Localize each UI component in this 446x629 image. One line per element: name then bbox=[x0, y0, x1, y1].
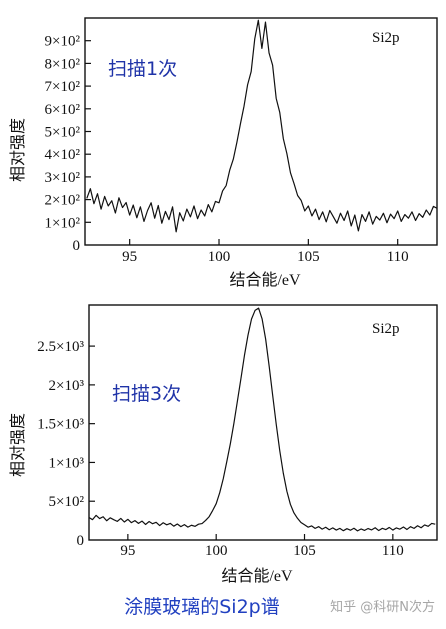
x-tick-label: 95 bbox=[120, 543, 135, 559]
y-tick-label: 0 bbox=[77, 533, 85, 549]
y-tick-label: 0 bbox=[73, 238, 81, 254]
plot-frame bbox=[88, 304, 438, 541]
y-tick-label: 2.5×10³ bbox=[37, 339, 84, 355]
y-axis-label: 相对强度 bbox=[9, 118, 27, 182]
watermark: 知乎 @科研N次方 bbox=[330, 599, 435, 615]
x-tick-label: 110 bbox=[387, 249, 409, 265]
scan-count-annotation: 扫描1次 bbox=[108, 58, 177, 80]
x-tick-label: 110 bbox=[382, 543, 404, 559]
y-tick-label: 9×10² bbox=[45, 34, 81, 50]
spectrum-line bbox=[88, 307, 436, 532]
x-tick-label: 105 bbox=[293, 543, 316, 559]
chart-scan-3: 0 5×10² 1×10³ 1.5×10³ 2×10³ 2.5×10³ 95 100 105 11… bbox=[9, 304, 438, 585]
figure-caption: 涂膜玻璃的Si2p谱 bbox=[124, 596, 280, 618]
y-tick-label: 5×10² bbox=[45, 125, 81, 141]
y-tick-label: 1.5×10³ bbox=[37, 417, 84, 433]
y-tick-label: 5×10² bbox=[49, 494, 85, 510]
chart-scan-1-marks: 0 1×10² 2×10² 3×10² 4×10² 5×10² 6×10² 7×10² 8×10… bbox=[45, 17, 438, 265]
y-tick-label: 1×10³ bbox=[49, 455, 85, 471]
y-tick-label: 2×10³ bbox=[49, 378, 85, 394]
spectrum-line bbox=[86, 19, 438, 233]
x-tick-label: 100 bbox=[208, 249, 231, 265]
x-axis-label: 结合能/eV bbox=[221, 567, 293, 585]
y-axis-label: 相对强度 bbox=[9, 413, 27, 477]
y-tick-label: 6×10² bbox=[45, 102, 81, 118]
y-tick-label: 2×10² bbox=[45, 193, 81, 209]
scan-count-annotation: 扫描3次 bbox=[112, 383, 181, 405]
spectrum-label: Si2p bbox=[372, 30, 400, 46]
y-tick-label: 1×10² bbox=[45, 215, 81, 231]
chart-scan-1: 0 1×10² 2×10² 3×10² 4×10² 5×10² 6×10² 7×10² 8×10… bbox=[9, 17, 438, 289]
x-axis-label: 结合能/eV bbox=[229, 271, 301, 289]
chart-scan-3-marks: 0 5×10² 1×10³ 1.5×10³ 2×10³ 2.5×10³ 95 100 105 11… bbox=[37, 304, 438, 559]
y-tick-label: 8×10² bbox=[45, 56, 81, 72]
x-tick-label: 105 bbox=[297, 249, 320, 265]
y-tick-label: 3×10² bbox=[45, 170, 81, 186]
spectrum-label: Si2p bbox=[372, 321, 400, 337]
y-tick-label: 4×10² bbox=[45, 147, 81, 163]
x-tick-label: 95 bbox=[122, 249, 137, 265]
y-tick-label: 7×10² bbox=[45, 79, 81, 95]
x-tick-label: 100 bbox=[205, 543, 228, 559]
